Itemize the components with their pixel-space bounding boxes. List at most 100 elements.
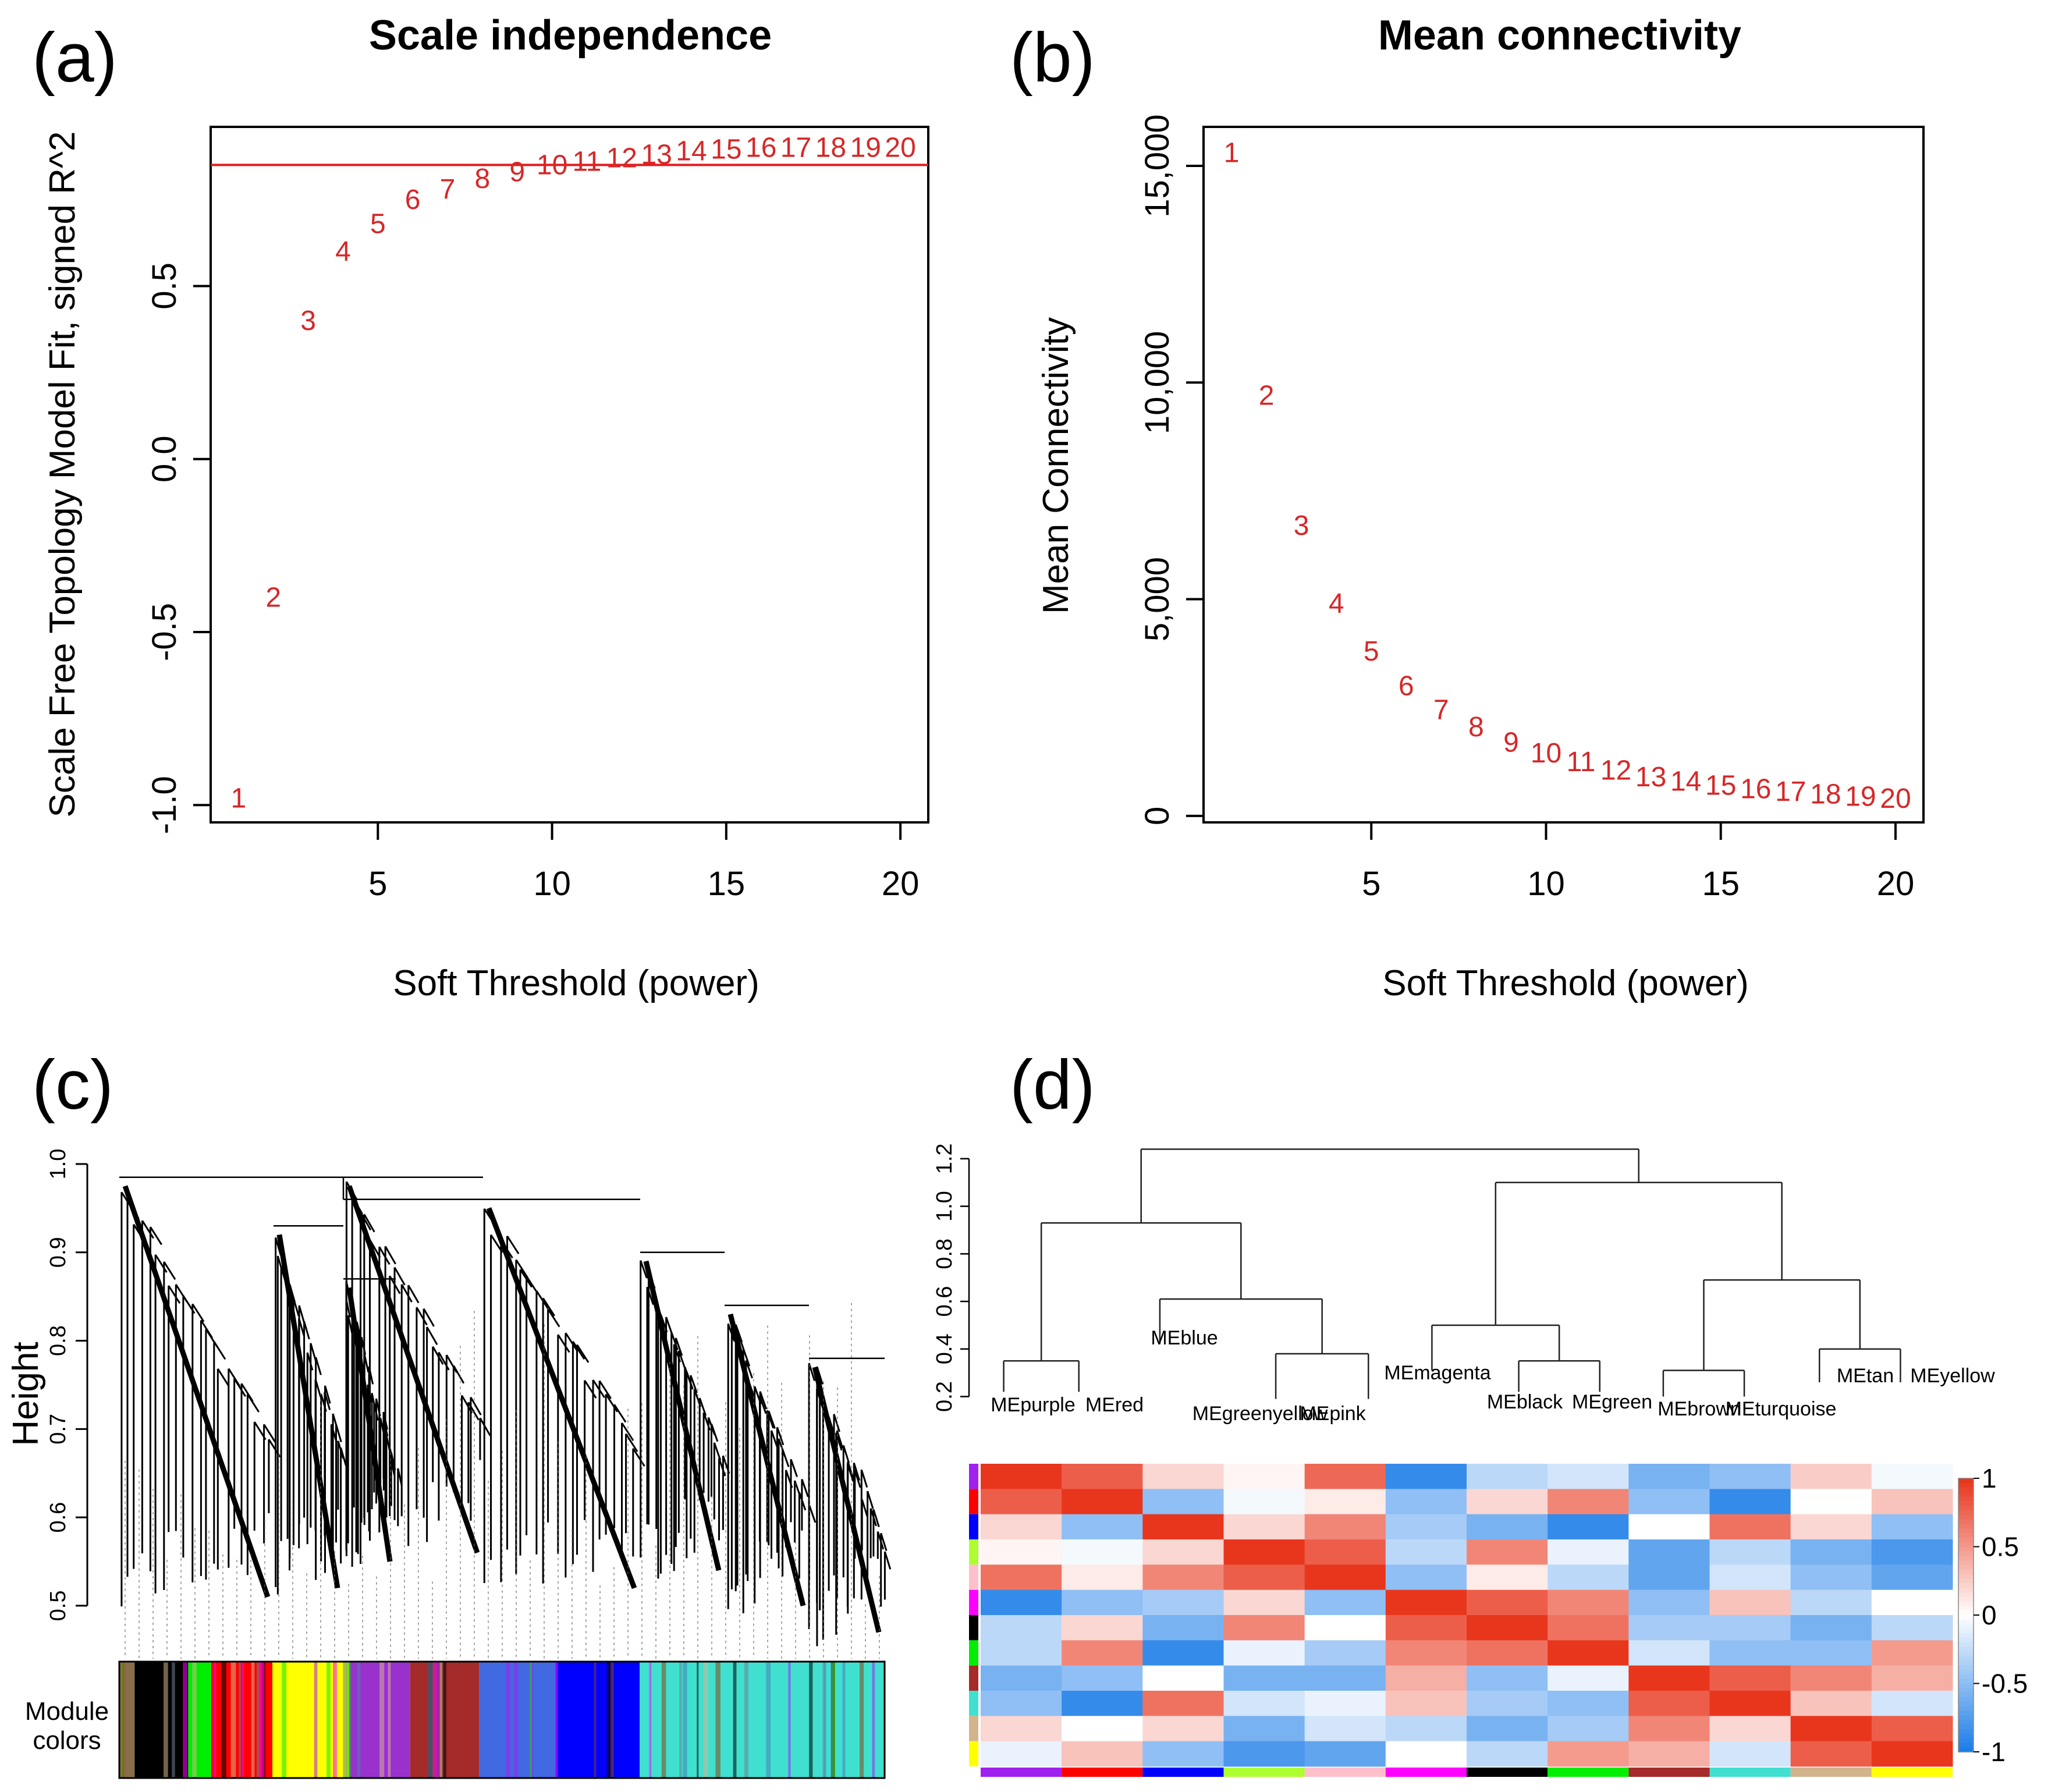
col-color-chip <box>1304 1768 1386 1777</box>
x-tick-label: 20 <box>882 865 920 903</box>
x-tick-label: 10 <box>1527 865 1565 903</box>
heatmap-cell <box>981 1716 1062 1742</box>
heatmap-cell <box>1871 1741 1953 1767</box>
y-tick-label: 0.0 <box>145 435 183 482</box>
panel-a-y-axis: -1.0 -0.5 0.0 0.5 <box>145 262 211 834</box>
data-point-label: 9 <box>509 157 525 187</box>
colorbar-step <box>1958 1651 1974 1657</box>
heatmap-cell <box>1628 1691 1710 1716</box>
panel-d-label: (d) <box>1010 1046 1095 1124</box>
colorbar-step <box>1958 1514 1974 1520</box>
heatmap-cell <box>1709 1539 1791 1565</box>
colorbar-step <box>1958 1596 1974 1602</box>
module-color-stripe <box>357 1662 361 1778</box>
heatmap-cell <box>1142 1514 1224 1540</box>
heatmap-cell <box>1304 1615 1386 1641</box>
col-color-chip <box>1548 1768 1629 1777</box>
colorbar-step <box>1958 1701 1974 1707</box>
heatmap-cell <box>1628 1464 1710 1489</box>
module-color-stripe <box>679 1662 682 1778</box>
colorbar-step <box>1958 1564 1974 1570</box>
dendro-dense-edge <box>122 1185 271 1598</box>
module-color-stripe <box>860 1662 864 1778</box>
heatmap-cell <box>1709 1564 1791 1591</box>
heatmap-cell <box>981 1514 1062 1540</box>
heatmap-cell <box>1062 1514 1143 1540</box>
data-point-label: 12 <box>606 143 637 174</box>
colorbar-step <box>1958 1692 1974 1698</box>
heatmap-cell <box>1467 1615 1548 1641</box>
module-color-stripe <box>842 1662 846 1778</box>
colorbar-step <box>1958 1646 1974 1652</box>
heatmap-cell <box>1709 1665 1791 1691</box>
colorbar-step <box>1958 1569 1974 1575</box>
data-point-label: 4 <box>335 236 351 267</box>
col-color-chip <box>1709 1768 1791 1777</box>
heatmap-cell <box>1871 1716 1953 1742</box>
colorbar-step <box>1958 1583 1974 1588</box>
module-color-stripe <box>172 1662 175 1778</box>
heatmap-cell <box>1628 1589 1710 1616</box>
heatmap-cell <box>1871 1514 1953 1540</box>
heatmap-cell <box>1871 1665 1953 1691</box>
heatmap-cell <box>1709 1741 1791 1767</box>
y-tick-label: 0.2 <box>932 1381 957 1412</box>
y-tick-label: -0.5 <box>145 603 183 661</box>
x-tick-label: 15 <box>1702 865 1740 903</box>
heatmap-cell <box>1142 1691 1224 1716</box>
panel-a-x-label: Soft Threshold (power) <box>393 963 759 1003</box>
heatmap-cell <box>1304 1564 1386 1591</box>
heatmap-cell <box>1223 1716 1305 1742</box>
heatmap-cell <box>1790 1489 1872 1515</box>
colorbar-step <box>1958 1619 1974 1625</box>
colorbar-step <box>1958 1674 1974 1680</box>
heatmap-cell <box>1062 1489 1143 1515</box>
panel-d-eigengene-dendrogram <box>1003 1148 1901 1399</box>
heatmap-cell <box>1385 1615 1467 1641</box>
panel-b-title: Mean connectivity <box>1378 12 1741 59</box>
dendro-dense-edge <box>276 1234 340 1589</box>
heatmap-cell <box>1467 1514 1548 1540</box>
data-point-label: 1 <box>1224 138 1240 169</box>
heatmap-cell <box>1062 1716 1143 1742</box>
module-color-stripe <box>831 1662 836 1778</box>
col-color-chip <box>1871 1768 1953 1777</box>
panel-a-x-axis: 5 10 15 20 <box>368 822 919 903</box>
heatmap-cell <box>1790 1716 1872 1742</box>
data-point-label: 16 <box>1740 774 1771 805</box>
heatmap-cell <box>1304 1514 1386 1540</box>
module-color-stripe <box>555 1662 558 1778</box>
heatmap-cell <box>1790 1564 1872 1591</box>
colorbar-step <box>1958 1506 1974 1511</box>
heatmap-cell <box>1304 1589 1386 1616</box>
y-tick-label: 0.8 <box>932 1239 957 1269</box>
data-point-label: 5 <box>1364 636 1379 667</box>
module-color-stripe <box>221 1662 226 1778</box>
data-point-label: 10 <box>537 150 567 180</box>
panel-a-y-label: Scale Free Topology Model Fit, signed R^… <box>42 132 83 818</box>
heatmap-cell <box>1709 1640 1791 1666</box>
col-color-chip <box>981 1768 1062 1777</box>
heatmap-cell <box>1871 1464 1953 1489</box>
row-color-chip <box>969 1514 978 1539</box>
panel-b-x-axis: 5 10 15 20 <box>1362 822 1914 903</box>
heatmap-cell <box>1467 1691 1548 1716</box>
panel-c-module-color-bar <box>118 1660 886 1779</box>
heatmap-cell <box>1062 1640 1143 1666</box>
colorbar-step <box>1958 1615 1974 1620</box>
x-tick-label: 15 <box>708 865 746 903</box>
y-tick-label: 0.4 <box>932 1333 957 1364</box>
colorbar-step <box>1958 1624 1974 1630</box>
heatmap-cell <box>981 1665 1062 1691</box>
heatmap-cell <box>1142 1564 1224 1591</box>
data-point-label: 12 <box>1600 755 1631 786</box>
colorbar-step <box>1958 1733 1974 1739</box>
panel-c-gene-dendrogram <box>119 1176 892 1659</box>
colorbar-step <box>1958 1574 1974 1580</box>
heatmap-cell <box>1628 1615 1710 1641</box>
module-color-band <box>555 1662 640 1778</box>
col-color-chip <box>1223 1768 1305 1777</box>
data-point-label: 14 <box>1670 766 1701 797</box>
heatmap-cell <box>1548 1589 1629 1616</box>
colorbar-step <box>1958 1533 1974 1538</box>
